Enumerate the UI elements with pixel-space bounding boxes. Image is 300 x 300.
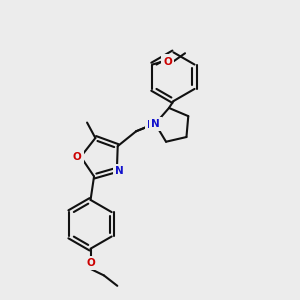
Text: O: O (86, 258, 95, 268)
Text: N: N (116, 167, 124, 176)
Text: N: N (147, 120, 156, 130)
Text: O: O (164, 57, 172, 67)
Text: N: N (151, 119, 160, 129)
Text: O: O (73, 152, 82, 162)
